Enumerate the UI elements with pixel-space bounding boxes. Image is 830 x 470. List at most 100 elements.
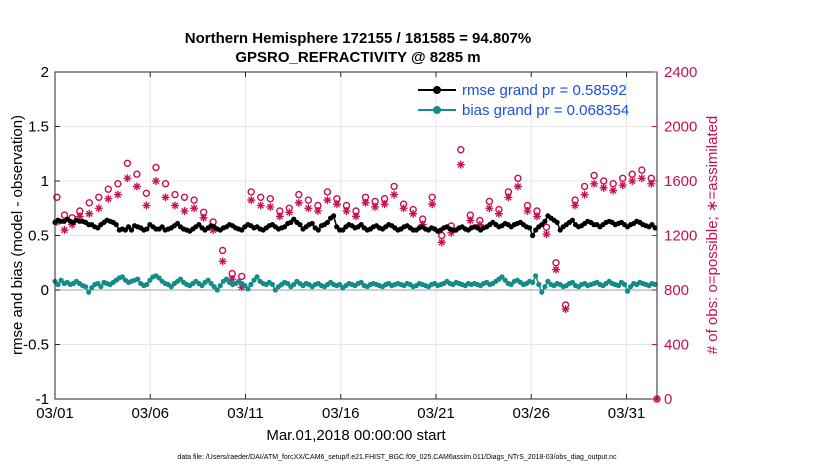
- obs-possible-point: [142, 189, 151, 198]
- x-tick-label: 03/11: [227, 405, 263, 422]
- bias-point: [621, 281, 628, 288]
- left-tick-label: -0.5: [23, 337, 49, 354]
- bias-point: [652, 281, 658, 288]
- rmse-point: [340, 227, 346, 233]
- obs-possible-point: [53, 193, 61, 202]
- obs-possible-point: [180, 193, 189, 202]
- obs-assimilated-point: [190, 204, 199, 213]
- x-axis-ticks: 03/01 03/06 03/11 03/16 03/21 03/26 03/31: [36, 72, 645, 422]
- bias-point: [628, 284, 634, 290]
- rmse-point: [539, 222, 545, 228]
- obs-possible-point: [218, 246, 227, 255]
- bias-point: [156, 275, 162, 281]
- rmse-point: [122, 227, 128, 233]
- x-tick-label: 03/06: [131, 405, 169, 422]
- obs-assimilated-point: [342, 206, 351, 215]
- legend-bias-label: bias grand pr = 0.068354: [462, 102, 629, 119]
- obs-possible-point: [580, 182, 589, 191]
- bias-point: [291, 281, 297, 288]
- obs-assimilated-point: [237, 283, 246, 292]
- obs-assimilated-point: [161, 193, 170, 202]
- obs-assimilated-point: [113, 190, 122, 199]
- bias-point: [533, 273, 539, 279]
- obs-assimilated-point: [532, 212, 541, 221]
- bias-point: [508, 281, 514, 288]
- bias-point: [205, 277, 211, 283]
- bias-point: [536, 281, 542, 288]
- bias-point: [248, 281, 254, 288]
- rmse-point: [652, 225, 658, 231]
- right-axis-label: # of obs: o=possible; ∗=assimilated: [704, 116, 721, 355]
- bias-point: [269, 281, 275, 288]
- obs-assimilated-point: [380, 200, 389, 209]
- obs-assimilated-point: [580, 190, 589, 199]
- obs-assimilated-point: [313, 206, 322, 215]
- chart-title: Northern Hemisphere 172155 / 181585 = 94…: [185, 30, 531, 47]
- obs-assimilated-point: [628, 177, 637, 185]
- rmse-point: [569, 217, 576, 223]
- bias-point: [177, 276, 184, 282]
- obs-assimilated-point: [199, 213, 208, 222]
- obs-possible-point: [95, 193, 103, 202]
- obs-assimilated-point: [256, 201, 265, 210]
- obs-assimilated-point: [609, 186, 618, 195]
- obs-assimilated-point: [513, 182, 522, 191]
- x-tick-label: 03/26: [512, 405, 550, 422]
- bias-series: [52, 273, 658, 295]
- bias-point: [545, 278, 551, 284]
- x-tick-label: 03/31: [608, 405, 646, 422]
- rmse-point: [291, 216, 297, 222]
- rmse-point: [309, 220, 315, 227]
- obs-assimilated-point: [228, 275, 237, 284]
- obs-assimilated-point: [151, 177, 160, 185]
- obs-assimilated-point: [571, 201, 580, 210]
- rmse-point: [315, 227, 321, 233]
- obs-possible-point: [590, 171, 598, 180]
- obs-possible-point: [514, 174, 522, 183]
- bias-point: [214, 287, 220, 293]
- obs-assimilated-point: [285, 208, 294, 217]
- obs-assimilated-point: [75, 212, 84, 221]
- right-tick-label: 0: [664, 391, 672, 408]
- obs-assimilated-point: [561, 305, 570, 314]
- obs-possible-point: [266, 194, 274, 203]
- obs-assimilated-markers: [52, 160, 659, 401]
- obs-assimilated-point: [399, 204, 408, 213]
- obs-assimilated-point: [294, 198, 303, 207]
- rmse-point: [331, 213, 337, 219]
- rmse-point: [196, 222, 202, 228]
- left-tick-label: 0.5: [28, 228, 49, 245]
- rmse-point: [530, 232, 536, 239]
- legend: rmse grand pr = 0.58592 bias grand pr = …: [418, 82, 629, 119]
- left-tick-label: 2: [41, 64, 49, 81]
- obs-assimilated-point: [437, 238, 446, 247]
- obs-assimilated-point: [332, 200, 341, 209]
- obs-assimilated-point: [618, 181, 627, 190]
- obs-possible-point: [237, 272, 246, 281]
- obs-possible-point: [114, 179, 122, 188]
- right-tick-label: 400: [664, 337, 689, 354]
- bias-point: [144, 281, 150, 288]
- obs-possible-point: [152, 163, 160, 172]
- obs-possible-point: [60, 211, 69, 219]
- bias-point: [272, 287, 278, 293]
- left-tick-label: 1: [41, 173, 49, 190]
- obs-possible-point: [295, 190, 303, 199]
- bias-point: [542, 284, 548, 290]
- bias-point: [245, 286, 251, 292]
- rmse-point: [542, 218, 548, 224]
- bias-point: [58, 277, 64, 283]
- obs-assimilated-point: [94, 204, 103, 213]
- obs-assimilated-point: [485, 204, 494, 213]
- obs-possible-point: [257, 193, 265, 202]
- bias-point: [55, 281, 61, 288]
- rmse-point: [113, 222, 119, 228]
- obs-possible-point: [104, 185, 113, 193]
- obs-assimilated-point: [409, 209, 418, 218]
- bias-point: [217, 283, 223, 289]
- obs-assimilated-point: [466, 216, 475, 225]
- rmse-point: [174, 220, 181, 227]
- bias-point: [147, 277, 153, 283]
- rmse-series: [52, 213, 658, 239]
- obs-possible-point: [123, 159, 132, 168]
